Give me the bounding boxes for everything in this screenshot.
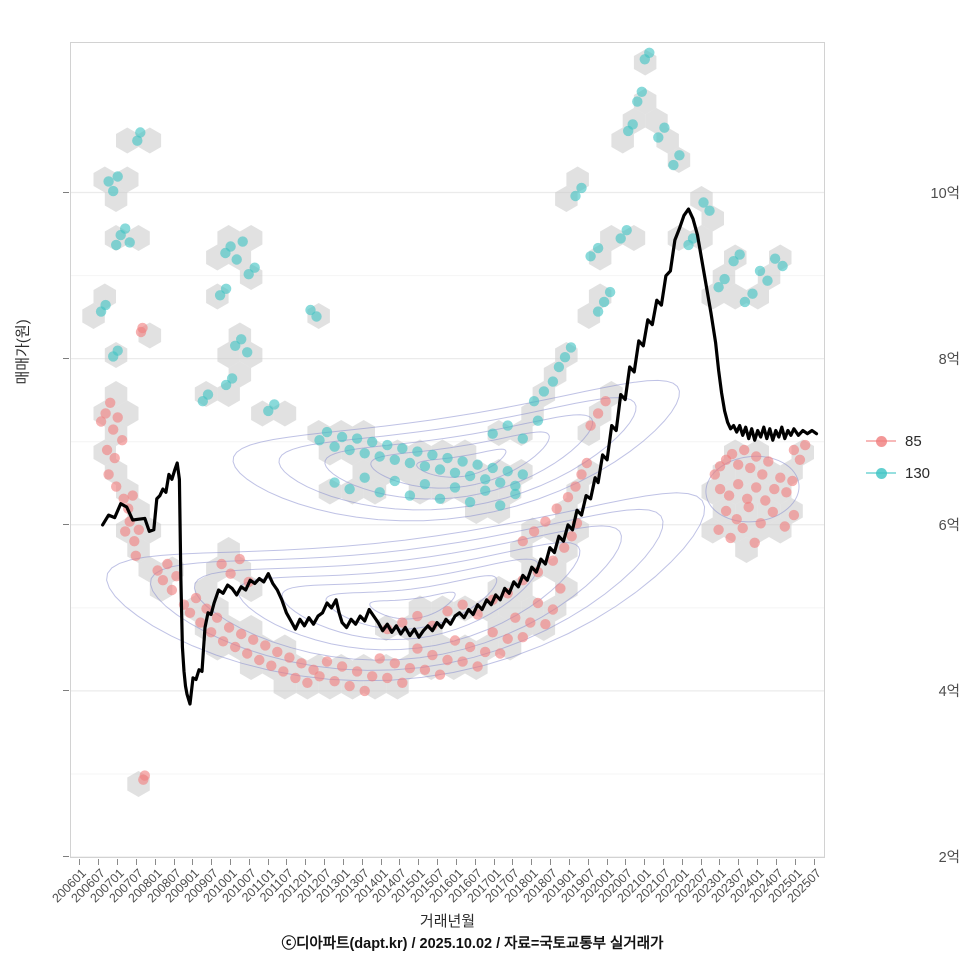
x-tick-mark — [512, 859, 514, 865]
y-tick-mark — [63, 357, 69, 359]
x-tick-mark — [267, 859, 269, 865]
y-tick-label: 2억 — [938, 850, 960, 866]
scatter-series-85 — [95, 322, 811, 785]
y-tick-label: 10억 — [930, 185, 960, 202]
x-tick-mark — [286, 859, 288, 865]
x-tick-mark — [117, 859, 119, 865]
y-tick-mark — [63, 523, 69, 525]
legend-key-icon — [866, 463, 896, 483]
x-tick-mark — [493, 859, 495, 865]
x-tick-mark — [248, 859, 250, 865]
scatter-series-130 — [95, 47, 788, 511]
contour-layer — [106, 379, 800, 682]
x-tick-mark — [98, 859, 100, 865]
legend-item-85[interactable]: 85 — [866, 425, 960, 457]
x-tick-mark — [192, 859, 194, 865]
x-tick-mark — [455, 859, 457, 865]
x-tick-mark — [738, 859, 740, 865]
x-tick-mark — [135, 859, 137, 865]
x-tick-mark — [719, 859, 721, 865]
x-tick-mark — [757, 859, 759, 865]
y-tick-mark — [63, 856, 69, 857]
x-tick-mark — [775, 859, 777, 865]
y-tick-label: 4억 — [938, 683, 960, 700]
y-tick-mark — [63, 191, 69, 193]
x-tick-mark — [700, 859, 702, 865]
x-tick-mark — [324, 859, 326, 865]
y-tick-label: 6억 — [938, 517, 960, 534]
x-tick-mark — [531, 859, 533, 865]
x-tick-mark — [173, 859, 175, 865]
x-tick-mark — [418, 859, 420, 865]
x-tick-mark — [813, 859, 815, 865]
trend-line-layer — [101, 207, 819, 706]
legend: 85 130 — [866, 425, 960, 489]
x-tick-mark — [474, 859, 476, 865]
plot-area — [70, 42, 825, 858]
x-tick-mark — [79, 859, 81, 865]
x-tick-mark — [681, 859, 683, 865]
x-tick-mark — [361, 859, 363, 865]
x-tick-mark — [794, 859, 796, 865]
x-tick-mark — [662, 859, 664, 865]
x-tick-mark — [211, 859, 213, 865]
y-tick-label: 8억 — [938, 351, 960, 368]
legend-key-icon — [866, 431, 896, 451]
x-tick-mark — [399, 859, 401, 865]
x-tick-mark — [154, 859, 156, 865]
x-tick-mark — [644, 859, 646, 865]
x-tick-mark — [587, 859, 589, 865]
x-tick-mark — [606, 859, 608, 865]
x-tick-mark — [305, 859, 307, 865]
y-tick-mark — [63, 689, 69, 691]
x-tick-mark — [437, 859, 439, 865]
x-tick-mark — [342, 859, 344, 865]
x-axis-title: 거래년월 — [419, 913, 476, 930]
x-tick-mark — [568, 859, 570, 865]
x-tick-mark — [380, 859, 382, 865]
plot-canvas — [71, 47, 824, 857]
legend-label: 130 — [905, 464, 931, 482]
legend-item-130[interactable]: 130 — [866, 457, 960, 489]
legend-label: 85 — [905, 432, 922, 450]
x-tick-mark — [625, 859, 627, 865]
y-axis-title: 매매가(원) — [14, 319, 32, 385]
footer-credit: ⓒ디아파트(dapt.kr) / 2025.10.02 / 자료=국토교통부 실… — [281, 936, 664, 952]
x-tick-mark — [230, 859, 231, 865]
x-tick-mark — [550, 859, 552, 865]
